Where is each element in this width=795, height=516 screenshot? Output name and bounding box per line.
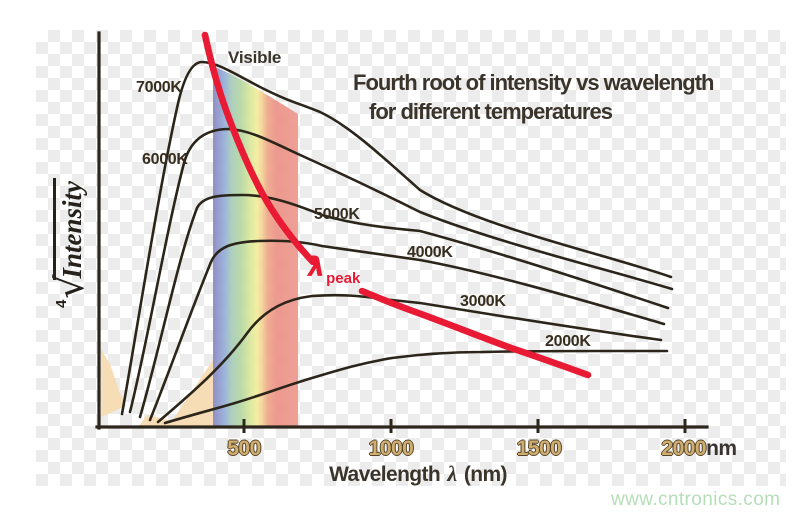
curve-label-3000k: 3000K	[460, 293, 506, 310]
x-axis-title-suffix: (nm)	[463, 463, 508, 486]
blackbody-curve-6000k	[128, 127, 674, 414]
visible-band-label: Visible	[228, 48, 282, 67]
title-line-2: for different temperatures	[369, 99, 613, 124]
blackbody-curve-4000k	[148, 239, 666, 422]
lambda-peak-label: λpeak	[308, 252, 360, 287]
title-line-1: Fourth root of intensity vs wavelength	[353, 70, 714, 95]
curve-label-7000k: 7000K	[136, 79, 182, 96]
y-axis-label-text: Intensity	[52, 177, 88, 281]
peak-subscript: peak	[326, 270, 361, 287]
curve-label-4000k: 4000K	[407, 244, 453, 261]
visible-spectrum-band	[213, 66, 298, 426]
x-tick-2000-value: 2000	[661, 437, 707, 460]
watermark: www.cntronics.com	[611, 489, 781, 510]
x-tick-label-1000: 1000	[368, 437, 414, 460]
blackbody-curve-5000k	[138, 193, 670, 419]
chart-title: Fourth root of intensity vs wavelength f…	[353, 68, 714, 126]
y-axis-label: 4 √ Intensity	[46, 143, 94, 343]
curve-label-2000k: 2000K	[545, 333, 591, 350]
x-tick-label-500: 500	[227, 437, 261, 460]
curve-label-6000k: 6000K	[142, 151, 188, 168]
x-tick-label-2000: 2000nm	[661, 437, 737, 461]
cream-shading-origin	[138, 360, 213, 427]
x-axis-title: Wavelength λ (nm)	[329, 461, 507, 487]
wien-peak-locus-upper	[201, 31, 317, 266]
x-axis-title-prefix: Wavelength	[329, 463, 441, 486]
x-tick-2000-unit: nm	[706, 437, 737, 460]
curve-label-5000k: 5000K	[314, 206, 360, 223]
blackbody-curve-3000k	[156, 293, 663, 424]
root-index: 4	[52, 299, 70, 309]
cream-shading-left	[101, 349, 126, 417]
blackbody-curve-7000k	[120, 60, 673, 416]
x-tick-label-1500: 1500	[516, 437, 562, 460]
x-axis-lambda: λ	[447, 461, 457, 486]
blackbody-curve-2000k	[163, 349, 669, 425]
lambda-symbol: λ	[308, 252, 326, 283]
wien-peak-locus-lower	[358, 287, 592, 379]
